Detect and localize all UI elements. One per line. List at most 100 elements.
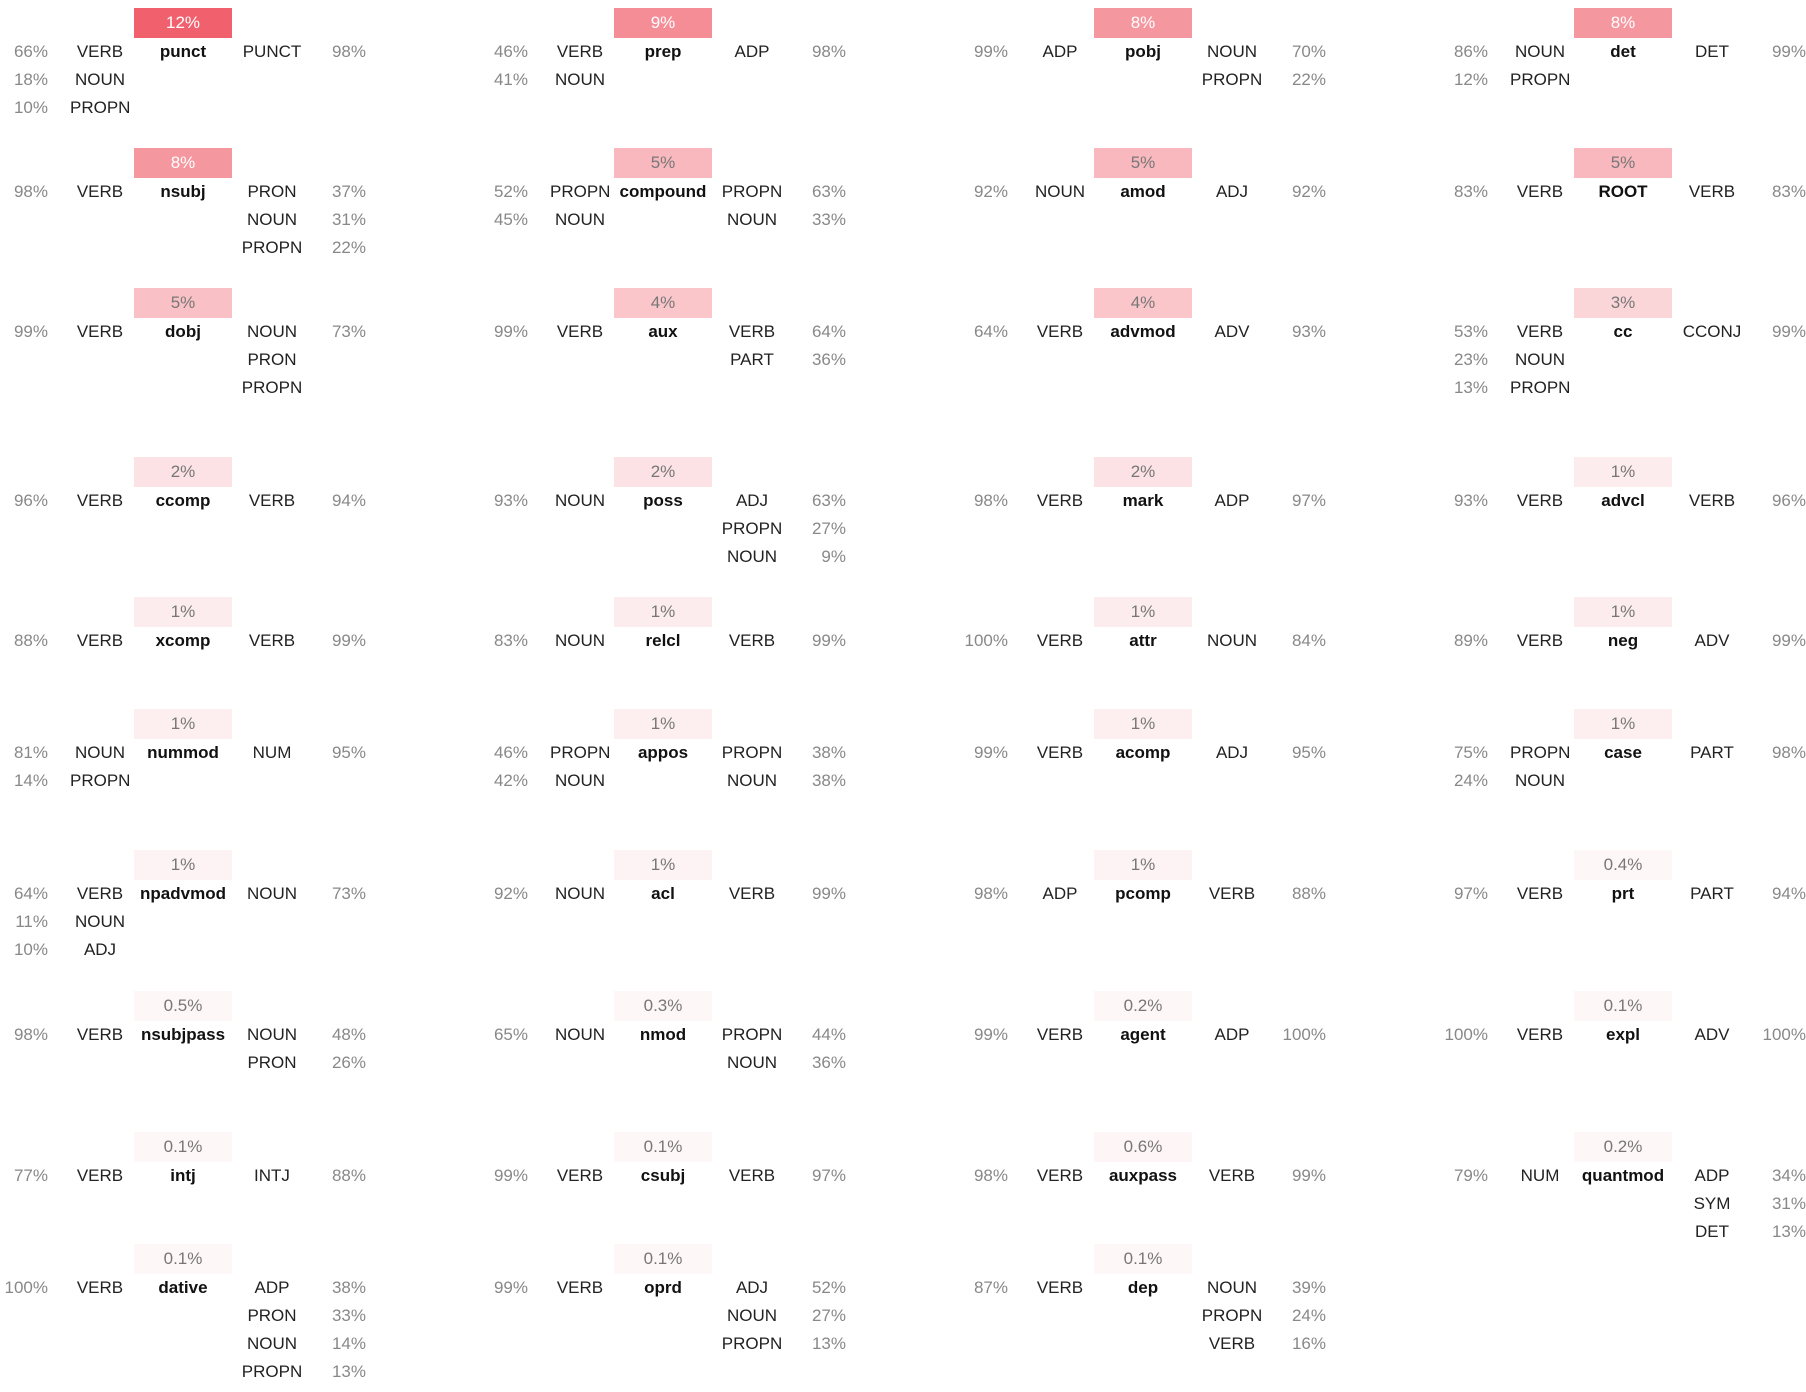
relation-cell-attr: 1% attr 100% VERB NOUN 84% [960, 597, 1415, 655]
dependency-label: advmod [1110, 322, 1176, 341]
child-pos-tag: NOUN [246, 210, 298, 229]
child-percent: 16% [1291, 1334, 1326, 1353]
child-row: NOUN 73% [236, 880, 366, 908]
dependency-label: nsubj [160, 182, 206, 201]
frequency-badge: 1% [134, 709, 232, 739]
head-pos-tag: NOUN [74, 743, 126, 762]
child-row: NOUN 73% [236, 318, 366, 346]
head-row: 77% VERB [0, 1162, 130, 1190]
head-row: 24% NOUN [1440, 767, 1570, 795]
child-pos-tag: NOUN [246, 1334, 298, 1353]
dependency-label: dative [158, 1278, 208, 1297]
head-row: 64% VERB [960, 318, 1090, 346]
frequency-badge: 0.2% [1094, 991, 1192, 1021]
head-percent: 99% [973, 743, 1008, 762]
child-percent: 100% [1282, 1025, 1326, 1044]
child-percent: 22% [1291, 70, 1326, 89]
head-row: 79% NUM [1440, 1162, 1570, 1190]
head-percent: 83% [493, 631, 528, 650]
child-pos-tag: PROPN [721, 182, 783, 201]
head-row: 96% VERB [0, 487, 130, 515]
child-percent: 99% [1771, 42, 1806, 61]
dependency-label: prt [1611, 884, 1635, 903]
child-percent: 26% [331, 1053, 366, 1072]
child-pos-tag: NOUN [726, 547, 778, 566]
child-percent: 38% [331, 1278, 366, 1297]
child-percent: 98% [1771, 743, 1806, 762]
dependency-label: det [1610, 42, 1636, 61]
head-percent: 100% [1444, 1025, 1488, 1044]
frequency-badge: 0.5% [134, 991, 232, 1021]
child-row: VERB 64% [716, 318, 846, 346]
child-percent: 48% [331, 1025, 366, 1044]
head-percent: 98% [973, 1166, 1008, 1185]
child-percent: 88% [1291, 884, 1326, 903]
head-row: 14% PROPN [0, 767, 131, 795]
frequency-badge: 0.1% [134, 1244, 232, 1274]
child-pos-tag: PART [730, 350, 774, 369]
head-row: 92% NOUN [960, 178, 1090, 206]
child-row: NOUN 31% [236, 206, 366, 234]
frequency-badge: 1% [1094, 597, 1192, 627]
head-percent: 10% [13, 98, 48, 117]
relation-cell-dative: 0.1% dative 100% VERB ADP 38% PRON 33% NOUN 14% PR… [0, 1244, 455, 1386]
head-pos-tag: NUM [1520, 1166, 1560, 1185]
frequency-badge: 0.1% [1094, 1244, 1192, 1274]
child-row: PART 36% [716, 346, 846, 374]
head-row: 100% VERB [1440, 1021, 1570, 1049]
child-percent: 38% [811, 743, 846, 762]
child-percent: 99% [331, 631, 366, 650]
child-row: DET 13% [1676, 1218, 1806, 1246]
child-pos-tag: PROPN [721, 1025, 783, 1044]
child-row: ADP 98% [716, 38, 846, 66]
head-percent: 81% [13, 743, 48, 762]
child-percent: 24% [1291, 1306, 1326, 1325]
head-pos-tag: VERB [1036, 1278, 1084, 1297]
relation-cell-quantmod: 0.2% quantmod 79% NUM ADP 34% SYM 31% DET 13% [1440, 1132, 1806, 1246]
child-pos-tag: ADV [1214, 322, 1250, 341]
head-percent: 46% [493, 743, 528, 762]
dependency-label: cc [1613, 322, 1633, 341]
relation-cell-xcomp: 1% xcomp 88% VERB VERB 99% [0, 597, 455, 655]
dependency-label: expl [1605, 1025, 1641, 1044]
relation-cell-nsubjpass: 0.5% nsubjpass 98% VERB NOUN 48% PRON 26% [0, 991, 455, 1077]
head-row: 12% PROPN [1440, 66, 1571, 94]
head-row: 99% VERB [480, 318, 610, 346]
frequency-badge: 5% [134, 288, 232, 318]
child-percent: 31% [331, 210, 366, 229]
head-row: 46% PROPN [480, 739, 611, 767]
child-percent: 44% [811, 1025, 846, 1044]
child-percent: 31% [1771, 1194, 1806, 1213]
dependency-label: dobj [165, 322, 201, 341]
head-percent: 98% [13, 1025, 48, 1044]
head-percent: 11% [15, 912, 48, 931]
frequency-badge: 4% [614, 288, 712, 318]
child-percent: 37% [331, 182, 366, 201]
child-percent: 99% [1771, 631, 1806, 650]
head-pos-tag: VERB [556, 1278, 604, 1297]
child-percent: 33% [331, 1306, 366, 1325]
child-pos-tag: PRON [247, 350, 297, 369]
child-row: PROPN 63% [716, 178, 846, 206]
child-pos-tag: NOUN [726, 771, 778, 790]
relation-cell-compound: 5% compound 52% PROPN 45% NOUN PROPN 63% NOUN 33% [480, 148, 935, 234]
head-row: 93% NOUN [480, 487, 610, 515]
child-pos-tag: VERB [1208, 1334, 1256, 1353]
head-row: 66% VERB [0, 38, 130, 66]
head-row: 99% VERB [0, 318, 130, 346]
child-row: PRON 26% [236, 1049, 366, 1077]
head-pos-tag: NOUN [554, 210, 606, 229]
dependency-label: acl [651, 884, 675, 903]
child-pos-tag: ADP [1694, 1166, 1730, 1185]
frequency-badge: 1% [1094, 709, 1192, 739]
head-pos-tag: PROPN [1510, 378, 1571, 397]
relation-cell-agent: 0.2% agent 99% VERB ADP 100% [960, 991, 1415, 1049]
relation-cell-advcl: 1% advcl 93% VERB VERB 96% [1440, 457, 1806, 515]
head-pos-tag: VERB [76, 1166, 124, 1185]
head-percent: 99% [493, 1278, 528, 1297]
dependency-label: amod [1120, 182, 1166, 201]
dependency-label: ROOT [1598, 182, 1648, 201]
child-row: PROPN 22% [1196, 66, 1326, 94]
head-pos-tag: NOUN [554, 70, 606, 89]
frequency-badge: 1% [614, 709, 712, 739]
